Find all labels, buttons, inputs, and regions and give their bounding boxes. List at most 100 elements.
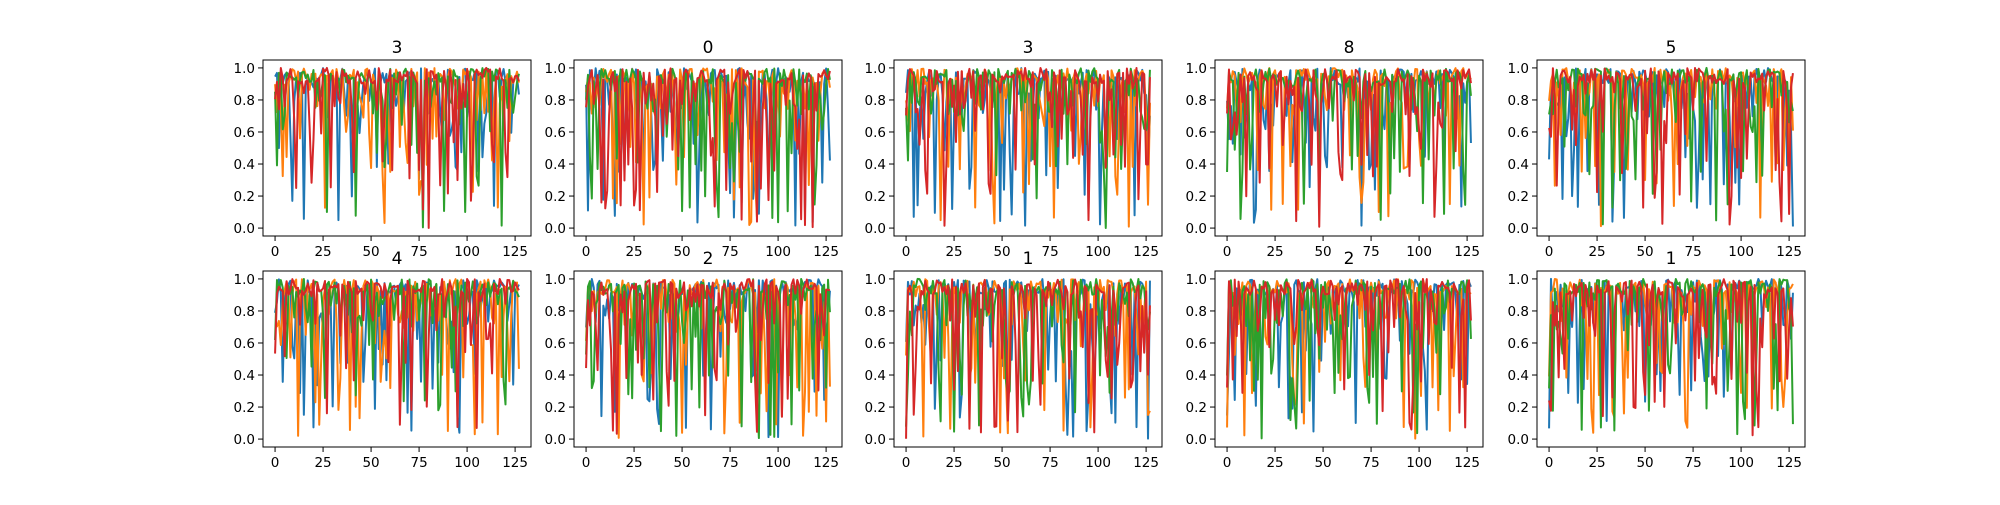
x-tick-label: 100 (765, 244, 791, 260)
series-line-4 (585, 67, 831, 229)
y-tick-label: 0.4 (1508, 157, 1529, 173)
y-tick-label: 0.6 (865, 125, 886, 141)
x-tick-label: 50 (1314, 455, 1331, 471)
x-tick-label: 75 (410, 455, 427, 471)
y-tick-label: 0.0 (1508, 432, 1529, 448)
y-tick-label: 0.4 (545, 368, 566, 384)
x-tick-label: 25 (625, 455, 642, 471)
x-tick-label: 125 (1776, 244, 1802, 260)
x-tick-label: 25 (945, 244, 962, 260)
series-line-4 (274, 278, 520, 430)
y-tick-label: 0.0 (545, 432, 566, 448)
y-tick-label: 0.2 (545, 189, 566, 205)
x-tick-label: 25 (1588, 455, 1605, 471)
y-tick-label: 0.8 (865, 304, 886, 320)
y-tick-label: 1.0 (545, 61, 566, 77)
series-line-3 (585, 278, 831, 440)
series-line-4 (905, 67, 1151, 227)
axes-frame (1536, 59, 1806, 237)
series-group (1226, 66, 1472, 228)
x-tick-label: 0 (271, 244, 280, 260)
series-group (585, 67, 831, 229)
y-tick-label: 0.2 (1508, 189, 1529, 205)
x-tick-label: 25 (1588, 244, 1605, 260)
series-line-4 (585, 278, 831, 435)
y-tick-label: 0.6 (1186, 336, 1207, 352)
x-tick-label: 100 (1728, 244, 1754, 260)
series-group (1548, 277, 1794, 437)
y-tick-label: 0.6 (545, 336, 566, 352)
x-tick-label: 125 (1133, 455, 1159, 471)
y-tick-label: 0.4 (234, 368, 255, 384)
y-tick-label: 0.4 (234, 157, 255, 173)
series-group (905, 67, 1151, 229)
x-tick-label: 75 (1684, 244, 1701, 260)
series-group (1226, 278, 1472, 440)
x-tick-label: 125 (502, 244, 528, 260)
series-line-4 (1226, 68, 1472, 228)
series-line-2 (274, 67, 520, 224)
x-tick-label: 0 (1223, 244, 1232, 260)
series-line-3 (905, 277, 1151, 433)
x-tick-label: 50 (1314, 244, 1331, 260)
y-tick-label: 0.0 (1186, 432, 1207, 448)
y-tick-label: 0.8 (234, 304, 255, 320)
x-tick-label: 125 (1133, 244, 1159, 260)
x-tick-label: 50 (362, 455, 379, 471)
series-group (905, 277, 1151, 440)
subplot-9: 0 25 50 75 100 125 0.0 0.2 0.4 0.6 0.8 1.0 2 (1186, 249, 1484, 471)
series-line-2 (275, 278, 520, 437)
y-tick-label: 0.4 (1186, 157, 1207, 173)
y-tick-label: 0.2 (1186, 400, 1207, 416)
x-tick-label: 75 (1362, 455, 1379, 471)
y-tick-label: 1.0 (545, 272, 566, 288)
x-tick-label: 75 (721, 455, 738, 471)
subplot-4: 0 25 50 75 100 125 0.0 0.2 0.4 0.6 0.8 1.0 8 (1186, 38, 1484, 260)
series-line-4 (274, 66, 520, 229)
x-tick-label: 50 (362, 244, 379, 260)
x-tick-label: 75 (410, 244, 427, 260)
subplot-6: 0 25 50 75 100 125 0.0 0.2 0.4 0.6 0.8 1.0 4 (234, 249, 532, 471)
y-tick-label: 0.4 (865, 368, 886, 384)
x-tick-label: 0 (902, 244, 911, 260)
y-tick-label: 0.6 (234, 336, 255, 352)
x-tick-label: 100 (1406, 244, 1432, 260)
x-tick-label: 75 (1041, 244, 1058, 260)
x-tick-label: 0 (582, 244, 591, 260)
subplot-1: 0 25 50 75 100 125 0.0 0.2 0.4 0.6 0.8 1.0 3 (234, 38, 532, 260)
y-tick-label: 0.2 (1508, 400, 1529, 416)
subplot-title: 2 (1344, 249, 1355, 269)
series-line-4 (1226, 278, 1472, 431)
x-tick-label: 0 (271, 455, 280, 471)
y-tick-label: 0.6 (865, 336, 886, 352)
y-tick-label: 0.4 (1508, 368, 1529, 384)
x-tick-label: 50 (1636, 244, 1653, 260)
y-tick-label: 0.2 (234, 189, 255, 205)
x-tick-label: 0 (1545, 244, 1554, 260)
x-tick-label: 125 (502, 455, 528, 471)
series-group (585, 278, 831, 440)
x-tick-label: 25 (625, 244, 642, 260)
y-tick-label: 0.0 (1508, 221, 1529, 237)
subplot-5: 0 25 50 75 100 125 0.0 0.2 0.4 0.6 0.8 1.0 5 (1508, 38, 1806, 260)
subplot-title: 8 (1344, 38, 1355, 58)
y-tick-label: 0.0 (234, 221, 255, 237)
axes-frame (1214, 270, 1484, 448)
y-tick-label: 1.0 (234, 61, 255, 77)
axes-frame (1214, 59, 1484, 237)
x-tick-label: 100 (1085, 455, 1111, 471)
y-tick-label: 0.6 (1508, 125, 1529, 141)
y-tick-label: 1.0 (1186, 272, 1207, 288)
y-tick-label: 0.4 (1186, 368, 1207, 384)
subplot-title: 2 (703, 249, 714, 269)
axes-frame (262, 270, 532, 448)
subplot-10: 0 25 50 75 100 125 0.0 0.2 0.4 0.6 0.8 1.0 1 (1508, 249, 1806, 471)
y-tick-label: 0.6 (1508, 336, 1529, 352)
series-line-4 (1548, 67, 1794, 226)
subplot-2: 0 25 50 75 100 125 0.0 0.2 0.4 0.6 0.8 1.0 0 (545, 38, 843, 260)
y-tick-label: 0.2 (545, 400, 566, 416)
x-tick-label: 75 (721, 244, 738, 260)
x-tick-label: 100 (1406, 455, 1432, 471)
y-tick-label: 0.8 (234, 93, 255, 109)
